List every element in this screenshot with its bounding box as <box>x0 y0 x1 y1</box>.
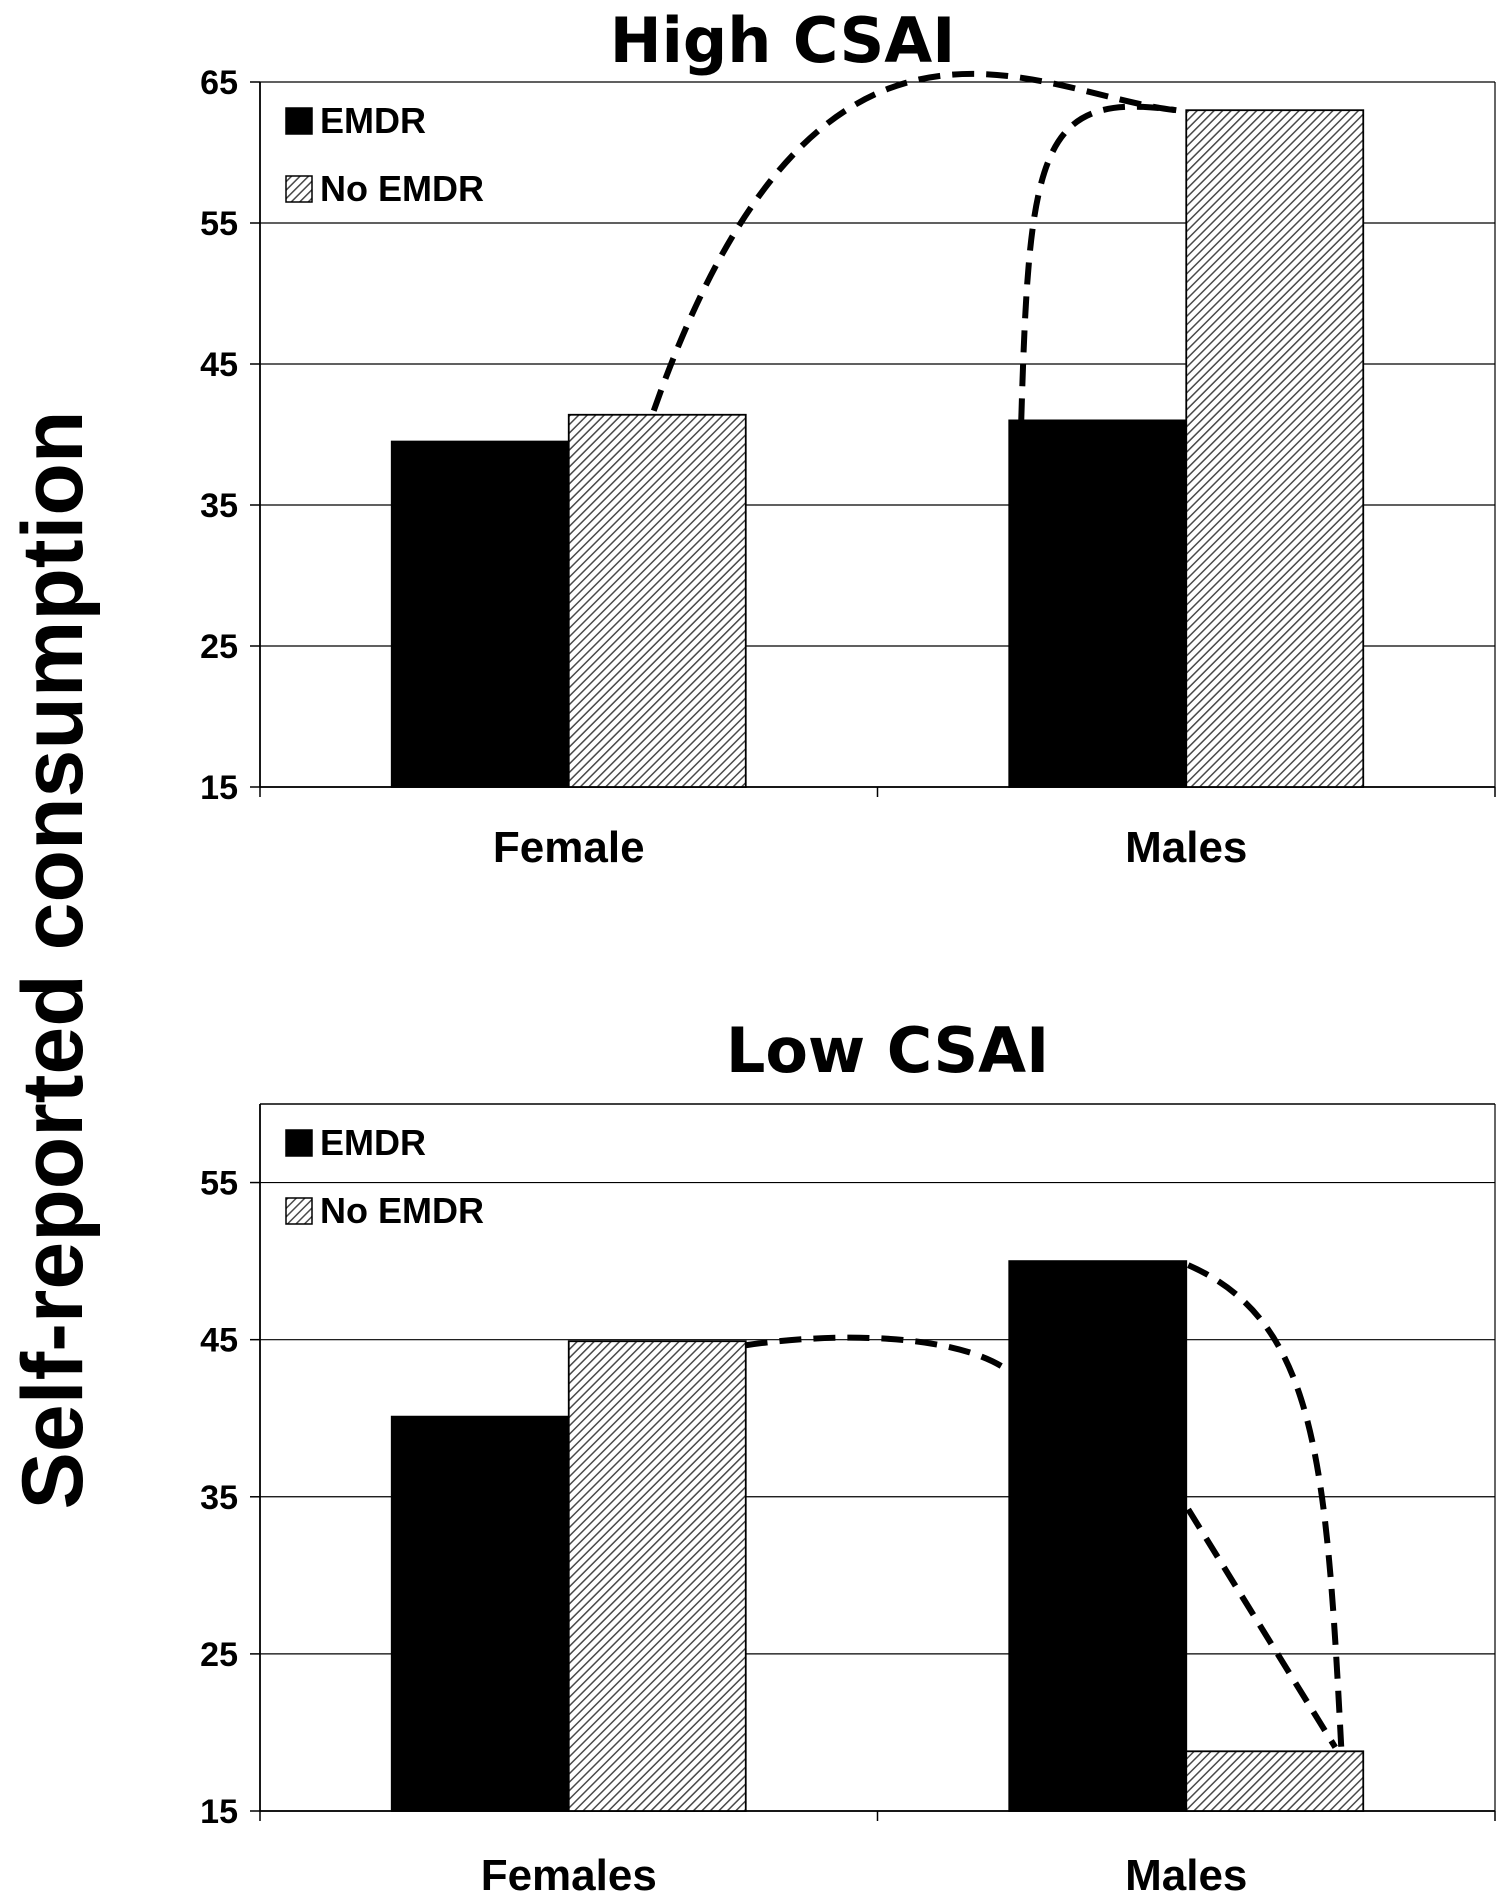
y-tick-label: 25 <box>200 1636 238 1674</box>
chart-title: Low CSAI <box>726 1014 1049 1087</box>
bar-no-emdr-males <box>1185 109 1365 788</box>
bar-emdr-males <box>1008 419 1188 788</box>
dashed-curve-females-to-males <box>745 1334 1012 1374</box>
legend-label-emdr: EMDR <box>320 1122 426 1163</box>
chart-low-csai: Low CSAI 15 25 35 45 55 Females Males EMDR No EMD… <box>200 1014 1496 1900</box>
legend-swatch-emdr <box>285 107 313 135</box>
y-axis-label: Self-reported consumption <box>5 411 101 1510</box>
x-category-label: Males <box>1125 1851 1247 1900</box>
x-category-label: Males <box>1125 823 1247 872</box>
legend-label-emdr: EMDR <box>320 100 426 141</box>
y-tick-label: 25 <box>200 628 238 666</box>
legend-swatch-emdr <box>285 1129 313 1157</box>
y-tick-label: 65 <box>200 64 238 102</box>
dashed-curve-males-emdr-to-no-emdr <box>1018 103 1177 421</box>
y-tick-label: 35 <box>200 487 238 525</box>
bar-no-emdr-female <box>567 413 747 788</box>
bar-emdr-males <box>1008 1260 1188 1812</box>
y-tick-label: 55 <box>200 1165 238 1203</box>
chart-title: High CSAI <box>610 4 956 77</box>
y-tick-label: 45 <box>200 1322 238 1360</box>
bar-no-emdr-males <box>1185 1750 1365 1812</box>
x-category-label: Female <box>493 823 645 872</box>
bar-no-emdr-females <box>567 1340 747 1812</box>
legend-label-no-emdr: No EMDR <box>320 168 484 209</box>
y-tick-label: 45 <box>200 346 238 384</box>
legend-swatch-no-emdr <box>285 175 313 203</box>
bar-emdr-female <box>390 440 570 788</box>
y-tick-label: 15 <box>200 1793 238 1831</box>
legend-swatch-no-emdr <box>285 1197 313 1225</box>
dashed-curve-males-emdr-top-to-no-emdr <box>1187 1262 1345 1748</box>
dashed-curve-female-to-males <box>650 70 1177 412</box>
dashed-line-males-emdr-to-no-emdr <box>1185 1507 1338 1749</box>
bar-emdr-females <box>390 1415 570 1812</box>
y-tick-label: 35 <box>200 1479 238 1517</box>
y-tick-label: 15 <box>200 769 238 807</box>
chart-high-csai: High CSAI 15 25 35 45 55 65 Female Males EMDR No E… <box>200 4 1496 872</box>
x-category-label: Females <box>481 1851 657 1900</box>
legend-label-no-emdr: No EMDR <box>320 1190 484 1231</box>
y-tick-label: 55 <box>200 205 238 243</box>
